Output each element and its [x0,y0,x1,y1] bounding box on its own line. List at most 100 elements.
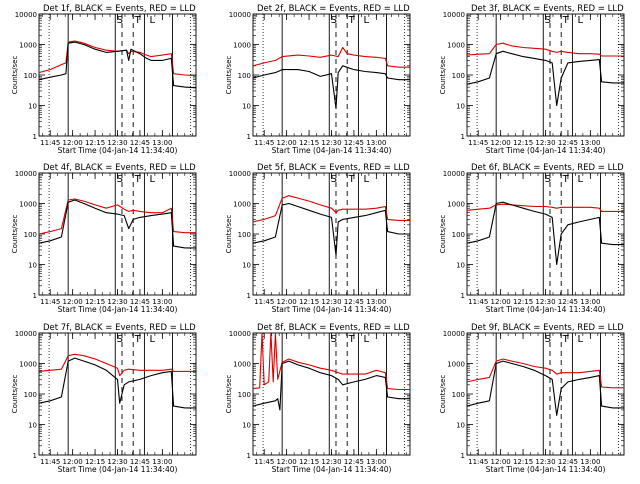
y-tick-label: 100 [24,391,37,399]
marker-letter: T [562,15,570,26]
series-line-lld [467,42,624,57]
y-tick-label: 10000 [443,170,465,178]
y-axis-label: Counts/sec [439,215,447,254]
x-tick-label: 12:00 [277,139,297,147]
y-tick-label: 1 [461,292,465,300]
series-line-lld [253,46,410,68]
x-tick-label: 12:30 [107,458,127,466]
y-tick-label: 10 [456,262,465,270]
x-tick-label: 13:00 [580,139,600,147]
x-axis-label: Start Time (04-Jan-14 11:34:40) [58,465,178,474]
x-tick-label: 12:00 [277,298,297,306]
panel-title: Det 6f, BLACK = Events, RED = LLD [471,163,624,173]
marker-letter: S [117,174,123,185]
x-tick-label: 12:15 [513,458,533,466]
x-tick-label: 11:45 [468,458,488,466]
x-axis-label: Start Time (04-Jan-14 11:34:40) [272,146,392,155]
x-axis-label: Start Time (04-Jan-14 11:34:40) [58,146,178,155]
marker-letter: T [134,15,142,26]
y-tick-label: 1 [247,452,251,460]
detector-panel: Det 1f, BLACK = Events, RED = LLD 1 10 100 1… [11,4,197,155]
y-tick-label: 10 [242,262,251,270]
y-tick-label: 100 [238,231,251,239]
y-tick-label: 1000 [447,42,465,50]
x-tick-label: 12:15 [299,458,319,466]
x-tick-label: 12:30 [107,298,127,306]
x-axis-label: Start Time (04-Jan-14 11:34:40) [58,305,178,314]
x-tick-label: 13:00 [580,458,600,466]
x-tick-label: 12:45 [130,458,150,466]
y-tick-label: 1 [33,452,37,460]
detector-panel: Det 4f, BLACK = Events, RED = LLD 1 10 100 1… [11,163,197,314]
x-tick-label: 12:30 [321,458,341,466]
x-tick-label: 12:00 [63,139,83,147]
detector-panel: Det 6f, BLACK = Events, RED = LLD 1 10 100 1… [439,163,625,314]
series-line-events [39,357,196,409]
marker-letter: S [545,174,551,185]
y-axis-label: Counts/sec [439,375,447,414]
marker-letter: S [331,15,337,26]
detector-panel: Det 7f, BLACK = Events, RED = LLD 1 10 100 1… [11,323,197,474]
marker-letter: S [117,15,123,26]
y-axis-label: Counts/sec [225,215,233,254]
series-line-lld [467,358,624,389]
x-tick-label: 12:30 [535,298,555,306]
y-tick-label: 100 [24,72,37,80]
x-tick-label: 12:30 [107,139,127,147]
x-tick-label: 12:15 [85,458,105,466]
detector-panel: Det 8f, BLACK = Events, RED = LLD 1 10 100 1… [225,323,411,474]
x-tick-label: 12:45 [130,139,150,147]
x-tick-label: 11:45 [254,139,274,147]
series-line-lld [39,353,196,377]
series-line-events [467,50,624,107]
x-tick-label: 12:15 [85,298,105,306]
marker-letter: L [363,15,369,26]
x-tick-label: 12:45 [558,298,578,306]
y-tick-label: 10 [242,103,251,111]
y-tick-label: 10000 [229,330,251,338]
y-tick-label: 10000 [443,11,465,19]
y-axis-label: Counts/sec [11,375,19,414]
y-tick-label: 1000 [447,361,465,369]
marker-letter: L [577,15,583,26]
y-tick-label: 1000 [19,361,37,369]
x-tick-label: 12:15 [85,139,105,147]
y-tick-label: 1 [33,133,37,141]
marker-letter: L [363,174,369,185]
panel-title: Det 7f, BLACK = Events, RED = LLD [43,323,196,333]
y-tick-label: 100 [452,391,465,399]
x-axis-label: Start Time (04-Jan-14 11:34:40) [486,146,606,155]
x-tick-label: 12:45 [344,298,364,306]
marker-letter: T [348,15,356,26]
marker-letter: S [545,15,551,26]
series-line-events [467,360,624,416]
y-tick-label: 1000 [233,201,251,209]
y-tick-label: 10000 [15,170,37,178]
marker-letter: L [149,15,155,26]
y-tick-label: 10 [28,103,37,111]
marker-letter: T [348,334,356,345]
panel-title: Det 4f, BLACK = Events, RED = LLD [43,163,196,173]
x-tick-label: 11:45 [40,298,60,306]
marker-letter: T [134,174,142,185]
y-tick-label: 1000 [233,361,251,369]
x-axis-label: Start Time (04-Jan-14 11:34:40) [486,305,606,314]
x-tick-label: 12:00 [491,298,511,306]
series-line-events [253,65,410,110]
y-tick-label: 1000 [19,42,37,50]
x-tick-label: 13:00 [152,458,172,466]
panel-title: Det 5f, BLACK = Events, RED = LLD [257,163,410,173]
y-tick-label: 10000 [229,170,251,178]
series-line-events [253,202,410,256]
series-line-events [253,360,410,411]
x-tick-label: 11:45 [254,458,274,466]
x-tick-label: 12:00 [491,458,511,466]
y-tick-label: 10 [456,422,465,430]
panel-title: Det 2f, BLACK = Events, RED = LLD [257,4,410,14]
x-tick-label: 11:45 [468,139,488,147]
panel-title: Det 8f, BLACK = Events, RED = LLD [257,323,410,333]
detector-panel: Det 2f, BLACK = Events, RED = LLD 1 10 100 1… [225,4,411,155]
x-tick-label: 12:45 [558,139,578,147]
